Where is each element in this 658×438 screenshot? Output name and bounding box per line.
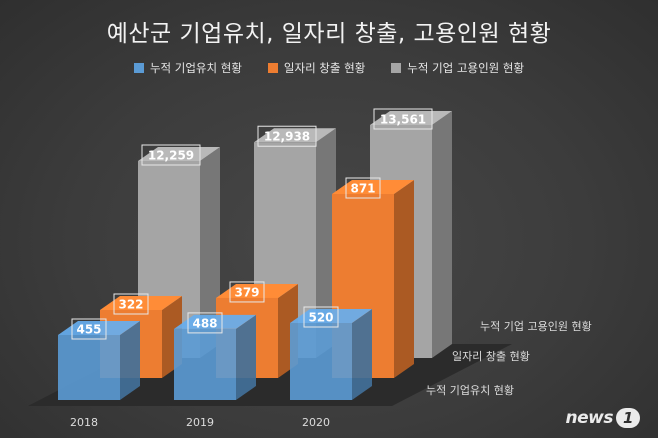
- x-tick-label: 2019: [186, 416, 214, 429]
- bar-front: [58, 335, 120, 400]
- legend-label-series-1: 누적 기업유치 현황: [149, 61, 242, 75]
- bar-top: [290, 309, 372, 323]
- depth-axis-label: 일자리 창출 현황: [452, 349, 530, 363]
- value-label: 520: [308, 311, 333, 325]
- value-label: 871: [350, 182, 375, 196]
- value-label-box: [187, 312, 223, 334]
- value-label: 488: [192, 316, 217, 330]
- value-label-box: [303, 306, 339, 328]
- value-label: 379: [234, 285, 259, 299]
- legend-label-series-2: 일자리 창출 현황: [283, 61, 366, 75]
- legend-item-series-1: 누적 기업유치 현황: [133, 60, 242, 76]
- legend-swatch-series-1: [133, 63, 144, 73]
- legend-item-series-3: 누적 기업 고용인원 현황: [391, 60, 524, 76]
- value-label-box: [373, 108, 433, 130]
- value-label-box: [257, 125, 317, 147]
- watermark-text: news: [565, 408, 614, 428]
- bar-front: [174, 328, 236, 400]
- bar-side: [120, 321, 140, 400]
- bar-side: [316, 128, 336, 358]
- depth-axis-label: 누적 기업유치 현황: [426, 384, 514, 397]
- x-tick-label: 2018: [70, 416, 98, 429]
- bar-s1-2020: [290, 309, 372, 400]
- value-label-box: [71, 318, 107, 340]
- chart-title: 예산군 기업유치, 일자리 창출, 고용인원 현황: [106, 21, 552, 47]
- news1-watermark-logo: news 1: [566, 408, 640, 428]
- value-label-box: [141, 144, 201, 166]
- legend-label-series-3: 누적 기업 고용인원 현황: [407, 61, 525, 75]
- bar-side: [394, 180, 414, 378]
- value-label-box: [345, 177, 381, 199]
- value-label-box: [229, 281, 265, 303]
- value-label: 455: [76, 323, 101, 337]
- bar-side: [200, 147, 220, 358]
- watermark-mark: 1: [616, 408, 640, 428]
- bar-top: [100, 296, 182, 310]
- bar-side: [352, 309, 372, 400]
- chart-legend: 누적 기업유치 현황 일자리 창출 현황 누적 기업 고용인원 현황: [0, 60, 658, 76]
- legend-item-series-2: 일자리 창출 현황: [267, 60, 366, 76]
- depth-axis-label: 누적 기업 고용인원 현황: [480, 320, 592, 333]
- value-label: 322: [118, 298, 143, 312]
- bar-s1-2019: [174, 314, 256, 400]
- bar-s1-2018: [58, 321, 140, 400]
- legend-swatch-series-3: [391, 63, 402, 73]
- bar-top: [216, 283, 298, 298]
- value-label-box: [113, 293, 149, 315]
- bar-top: [174, 314, 256, 329]
- bar-side: [236, 314, 256, 400]
- bar-top: [58, 321, 140, 335]
- x-tick-label: 2020: [302, 416, 330, 429]
- value-label: 13,561: [380, 113, 426, 127]
- value-label: 12,259: [148, 149, 194, 163]
- value-label: 12,938: [264, 130, 310, 144]
- bar-top: [332, 180, 414, 194]
- bar-side: [432, 111, 452, 358]
- legend-swatch-series-2: [267, 63, 278, 73]
- bar-front: [290, 323, 352, 400]
